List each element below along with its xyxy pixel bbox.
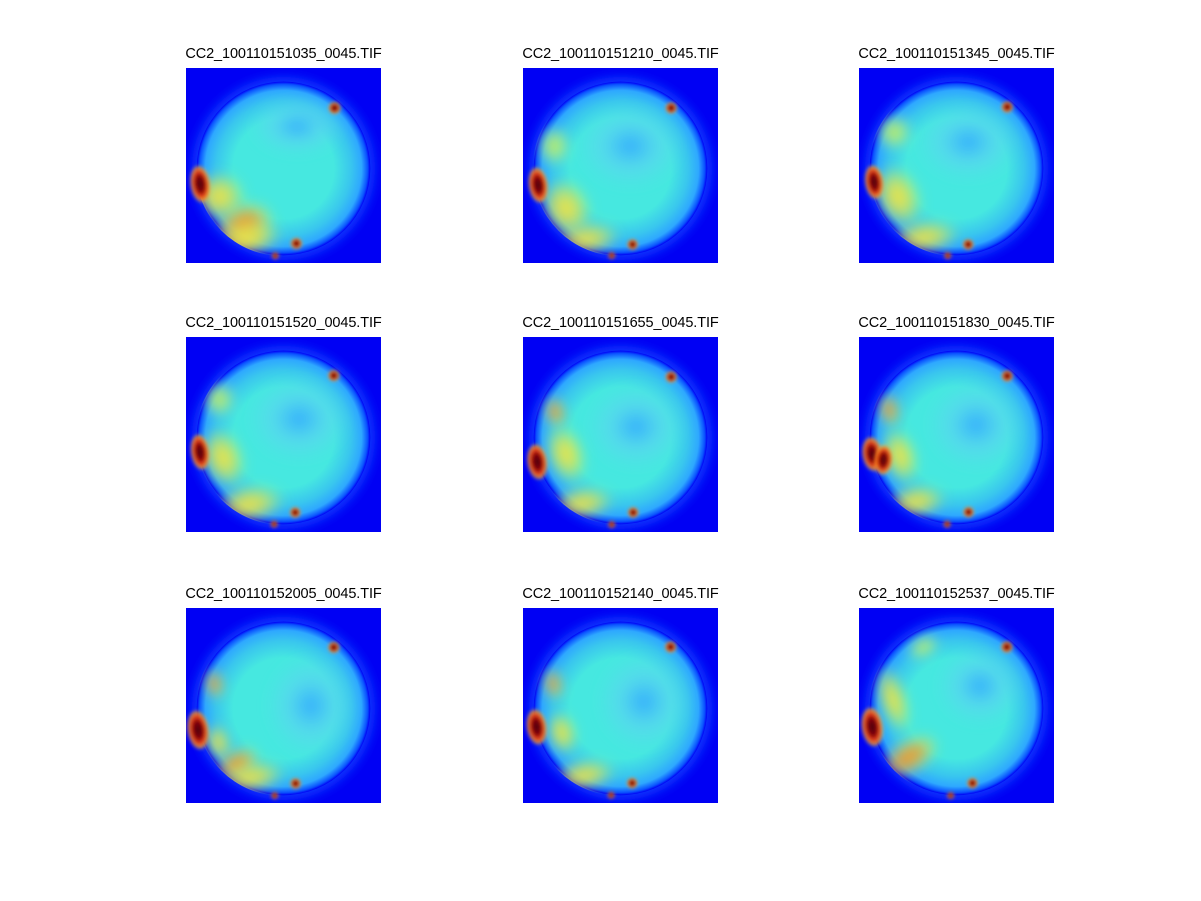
- specimen-image: [186, 68, 381, 263]
- specimen-image: [859, 337, 1054, 532]
- image-panel[interactable]: CC2_100110152140_0045.TIF: [522, 586, 719, 803]
- specimen-image: [859, 608, 1054, 803]
- specimen-image: [523, 608, 718, 803]
- panel-title: CC2_100110151830_0045.TIF: [858, 315, 1055, 331]
- specimen-image: [523, 68, 718, 263]
- image-panel[interactable]: CC2_100110152537_0045.TIF: [858, 586, 1055, 803]
- panel-title: CC2_100110151210_0045.TIF: [522, 46, 719, 62]
- image-panel[interactable]: CC2_100110151345_0045.TIF: [858, 46, 1055, 263]
- image-panel[interactable]: CC2_100110151655_0045.TIF: [522, 315, 719, 532]
- specimen-image: [523, 337, 718, 532]
- panel-title: CC2_100110151345_0045.TIF: [858, 46, 1055, 62]
- panel-title: CC2_100110151655_0045.TIF: [522, 315, 719, 331]
- specimen-image: [186, 608, 381, 803]
- image-panel[interactable]: CC2_100110152005_0045.TIF: [185, 586, 382, 803]
- image-panel[interactable]: CC2_100110151520_0045.TIF: [185, 315, 382, 532]
- image-panel[interactable]: CC2_100110151830_0045.TIF: [858, 315, 1055, 532]
- image-panel[interactable]: CC2_100110151035_0045.TIF: [185, 46, 382, 263]
- specimen-image: [859, 68, 1054, 263]
- panel-title: CC2_100110152005_0045.TIF: [185, 586, 382, 602]
- panel-title: CC2_100110152140_0045.TIF: [522, 586, 719, 602]
- specimen-image: [186, 337, 381, 532]
- panel-title: CC2_100110151520_0045.TIF: [185, 315, 382, 331]
- panel-title: CC2_100110151035_0045.TIF: [185, 46, 382, 62]
- panel-title: CC2_100110152537_0045.TIF: [858, 586, 1055, 602]
- image-panel[interactable]: CC2_100110151210_0045.TIF: [522, 46, 719, 263]
